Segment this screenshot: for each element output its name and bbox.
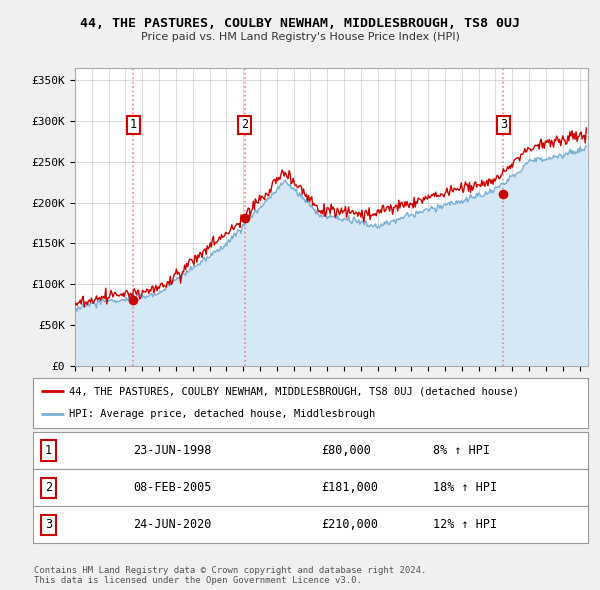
- Text: 44, THE PASTURES, COULBY NEWHAM, MIDDLESBROUGH, TS8 0UJ: 44, THE PASTURES, COULBY NEWHAM, MIDDLES…: [80, 17, 520, 30]
- Text: 08-FEB-2005: 08-FEB-2005: [133, 481, 211, 494]
- Text: Price paid vs. HM Land Registry's House Price Index (HPI): Price paid vs. HM Land Registry's House …: [140, 32, 460, 42]
- Text: 1: 1: [45, 444, 52, 457]
- Text: 44, THE PASTURES, COULBY NEWHAM, MIDDLESBROUGH, TS8 0UJ (detached house): 44, THE PASTURES, COULBY NEWHAM, MIDDLES…: [69, 386, 519, 396]
- Text: £80,000: £80,000: [322, 444, 371, 457]
- Text: 18% ↑ HPI: 18% ↑ HPI: [433, 481, 497, 494]
- Text: 2: 2: [45, 481, 52, 494]
- Text: 8% ↑ HPI: 8% ↑ HPI: [433, 444, 490, 457]
- Text: HPI: Average price, detached house, Middlesbrough: HPI: Average price, detached house, Midd…: [69, 409, 376, 419]
- Text: 12% ↑ HPI: 12% ↑ HPI: [433, 518, 497, 532]
- Text: 24-JUN-2020: 24-JUN-2020: [133, 518, 211, 532]
- Text: 23-JUN-1998: 23-JUN-1998: [133, 444, 211, 457]
- Text: Contains HM Land Registry data © Crown copyright and database right 2024.
This d: Contains HM Land Registry data © Crown c…: [34, 566, 427, 585]
- Text: £210,000: £210,000: [322, 518, 379, 532]
- Text: 2: 2: [241, 119, 248, 132]
- Text: 3: 3: [500, 119, 507, 132]
- Text: £181,000: £181,000: [322, 481, 379, 494]
- Text: 3: 3: [45, 518, 52, 532]
- Text: 1: 1: [130, 119, 137, 132]
